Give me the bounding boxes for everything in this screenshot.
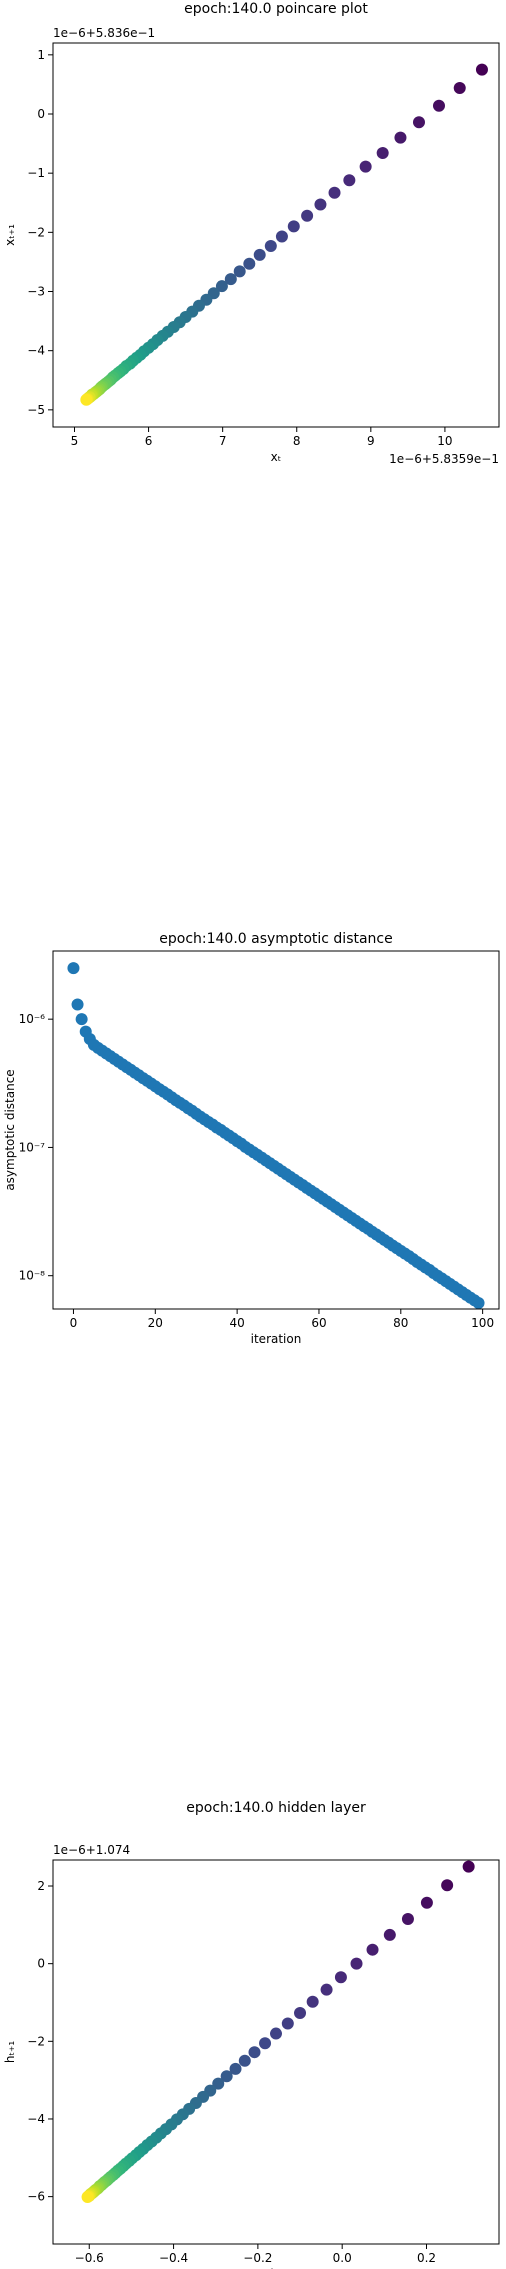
y-offset-text: 1e−6+1.074 [53,1843,130,1857]
y-tick-label: 10⁻⁶ [19,1012,46,1026]
x-tick-label: 0.0 [333,2251,352,2265]
point [224,273,237,286]
y-tick-label: −5 [27,403,45,417]
chart: epoch:140.0 asymptotic distance 0 20 40 60 80… [3,931,500,1346]
axes-frame [52,42,500,428]
y-axis-label: asymptotic distance [3,1069,17,1190]
x-tick-label: 20 [148,1316,163,1330]
chart-title: epoch:140.0 hidden layer [186,1800,366,1816]
point [248,2046,261,2059]
x-tick-label: 0 [70,1316,78,1330]
point [366,1943,379,1956]
point [441,1879,454,1892]
x-axis-label: xₜ [271,450,282,464]
chart-title: epoch:140.0 asymptotic distance [159,931,392,947]
x-tick-label: 7 [219,434,227,448]
point [264,239,277,252]
point [67,962,80,975]
point [233,265,246,278]
point [281,2017,294,2030]
axes-frame [52,950,500,1310]
y-tick-label: −4 [27,2112,45,2126]
y-tick-label: 2 [37,1879,45,1893]
point [412,116,425,129]
point [343,174,356,187]
x-tick-label: 9 [367,434,375,448]
point [401,1913,414,1926]
point [462,1860,475,1873]
point [383,1928,396,1941]
x-tick-label: 100 [471,1316,494,1330]
x-tick-label: −0.2 [243,2251,272,2265]
y-tick-label: −6 [27,2190,45,2204]
point [259,2037,272,2050]
point [359,160,372,173]
point [328,186,341,199]
point [75,1013,88,1026]
point [334,1971,347,1984]
point [80,393,93,406]
point [432,99,445,112]
axes-frame [52,1859,500,2245]
point [376,147,389,160]
y-tick-label: 10⁻⁷ [19,1140,46,1154]
point [275,230,288,243]
point [212,2077,225,2090]
point [314,198,327,211]
point [350,1957,363,1970]
x-tick-label: 10 [437,434,452,448]
y-tick-label: 0 [37,107,45,121]
x-tick-label: 80 [393,1316,408,1330]
x-tick-label: 60 [311,1316,326,1330]
x-axis-label: hₜ [270,2267,281,2269]
point [294,2006,307,2019]
x-tick-label: 5 [71,434,79,448]
point [253,248,266,261]
point [81,2191,94,2204]
x-tick-label: 40 [229,1316,244,1330]
point [472,1297,485,1310]
y-tick-label: −2 [27,225,45,239]
point [420,1896,433,1909]
x-tick-label: −0.4 [159,2251,188,2265]
point [238,2054,251,2067]
point [229,2062,242,2075]
y-tick-label: 10⁻⁸ [19,1269,46,1283]
y-tick-label: −1 [27,166,45,180]
point [320,1983,333,1996]
y-tick-label: 0 [37,1957,45,1971]
y-tick-label: −2 [27,2034,45,2048]
x-tick-label: −0.6 [75,2251,104,2265]
point [270,2027,282,2040]
point [394,131,407,144]
y-tick-label: −3 [27,285,45,299]
point [243,257,256,270]
chart: epoch:140.0 hidden layer −0.6 −0.4 −0.2 0.0 0… [3,1800,500,2269]
x-offset-text: 1e−6+5.8359e−1 [389,452,499,466]
y-axis-label: hₜ₊₁ [3,2041,17,2063]
y-axis-label: xₜ₊₁ [3,224,17,246]
x-tick-label: 0.2 [417,2251,436,2265]
y-offset-text: 1e−6+5.836e−1 [53,26,155,40]
point [215,280,228,293]
x-axis-label: iteration [251,1332,302,1346]
point [453,81,466,94]
point [301,209,314,222]
point [475,63,488,76]
point [220,2070,233,2083]
chart-title: epoch:140.0 poincare plot [184,1,368,17]
x-tick-label: 8 [293,434,301,448]
point [287,220,300,233]
x-tick-label: 6 [145,434,153,448]
point [306,1995,319,2008]
y-tick-label: 1 [37,48,45,62]
point [71,998,84,1011]
y-tick-label: −4 [27,344,45,358]
